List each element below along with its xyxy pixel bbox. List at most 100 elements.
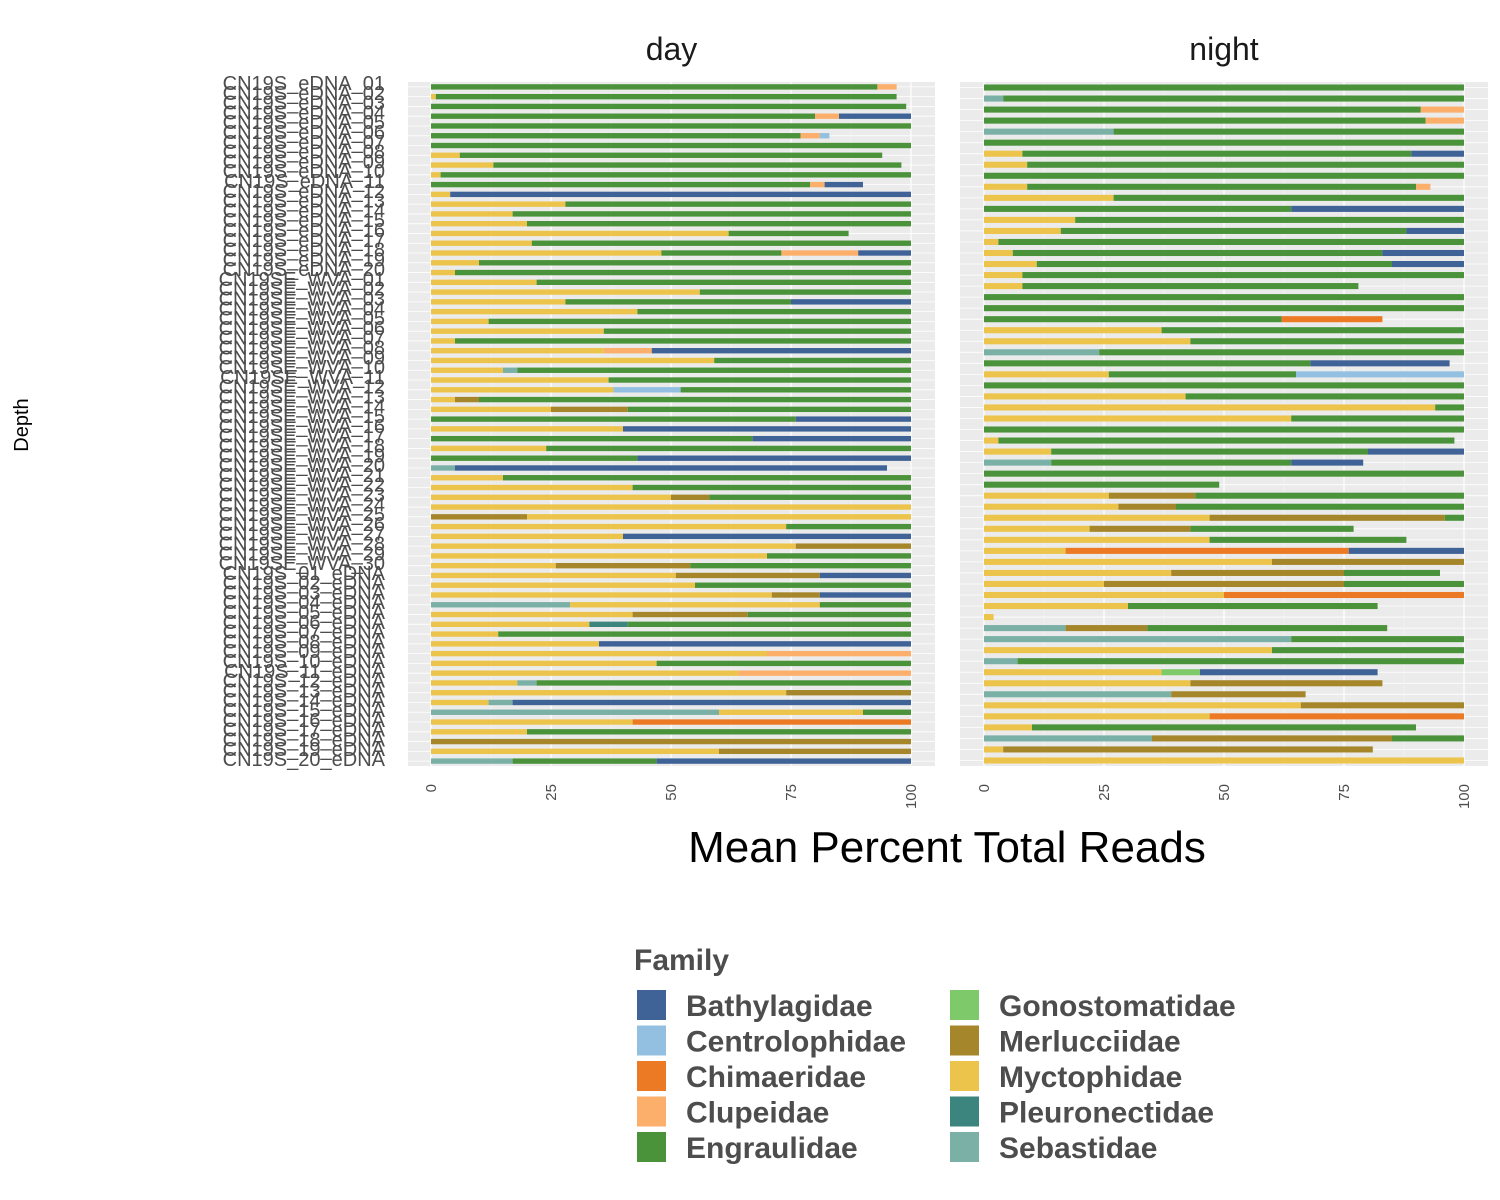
bar-segment-sebastidae	[984, 735, 1152, 742]
bar-segment-engraulidae	[819, 602, 911, 608]
x-tick-label: 50	[1216, 784, 1233, 801]
bar-segment-myctophidae	[984, 602, 1128, 610]
bar-segment-engraulidae	[431, 103, 907, 110]
bar-segment-engraulidae	[517, 367, 911, 373]
bar-segment-merlucciidae	[1089, 525, 1191, 532]
bar-segment-engraulidae	[498, 631, 911, 637]
bar-segment-bathylagidae	[858, 250, 911, 256]
legend-item-pleuronectidae: Pleuronectidae	[950, 1096, 1214, 1130]
bar-segment-sebastidae	[984, 691, 1172, 698]
bar-segment-myctophidae	[431, 611, 633, 618]
y-tick-label: CN19S_eDNA_12	[223, 181, 385, 203]
bar-segment-bathylagidae	[450, 191, 911, 198]
bar-segment-sebastidae	[517, 680, 537, 686]
bar-segment-merlucciidae	[786, 690, 911, 696]
y-tick-label: CN19S_eDNA_19	[223, 249, 385, 271]
bar-segment-engraulidae	[512, 211, 911, 217]
bar-segment-bathylagidae	[512, 699, 911, 706]
bar-segment-myctophidae	[431, 152, 460, 158]
bar-segment-myctophidae	[431, 660, 657, 667]
bar-segment-myctophidae	[431, 484, 633, 491]
bar-segment-engraulidae	[1176, 503, 1464, 510]
bar-segment-engraulidae	[431, 181, 811, 188]
bar-segment-myctophidae	[431, 240, 532, 246]
bar-segment-clupeidae	[738, 670, 911, 676]
bar-segment-merlucciidae	[1171, 691, 1306, 698]
y-tick-label: CN19S_04_eDNA	[223, 592, 386, 614]
bar-segment-engraulidae	[656, 660, 911, 667]
bar-segment-engraulidae	[455, 269, 911, 276]
bar-segment-merlucciidae	[1209, 514, 1445, 521]
y-tick-label: CN19S_eDNA_15	[223, 210, 385, 232]
legend-label: Pleuronectidae	[999, 1097, 1214, 1130]
y-tick-label: CN19SE_WVA_20	[219, 455, 385, 477]
y-tick-label: CN19S_20_eDNA	[223, 749, 386, 771]
y-tick-label: CN19SE_WVA_27	[219, 524, 385, 546]
bar-segment-myctophidae	[431, 475, 503, 481]
bar-segment-myctophidae	[984, 238, 999, 246]
bar-segment-engraulidae	[608, 377, 911, 383]
bar-segment-myctophidae	[431, 650, 767, 657]
bar-segment-myctophidae	[431, 494, 671, 500]
bar-segment-myctophidae	[984, 327, 1162, 334]
bar-segment-engraulidae	[1113, 194, 1464, 201]
legend-item-bathylagidae: Bathylagidae	[637, 990, 873, 1023]
bar-segment-myctophidae	[431, 504, 911, 510]
bar-segment-myctophidae	[984, 437, 999, 444]
bar-segment-sebastidae	[984, 128, 1114, 135]
bar-segment-engraulidae	[546, 445, 911, 452]
bar-segment-myctophidae	[984, 757, 1464, 764]
bar-segment-engraulidae	[1036, 260, 1392, 268]
bar-segment-engraulidae	[984, 84, 1464, 91]
bar-segment-clupeidae	[800, 133, 820, 139]
x-tick-label: 0	[423, 784, 440, 792]
y-tick-label: CN19SE_WVA_13	[219, 387, 385, 409]
bar-segment-myctophidae	[984, 150, 1023, 157]
y-tick-label: CN19S_12_eDNA	[223, 671, 386, 693]
bar-segment-engraulidae	[1022, 150, 1412, 157]
bar-segment-engraulidae	[984, 305, 1464, 312]
bar-segment-merlucciidae	[431, 738, 911, 745]
bar-segment-myctophidae	[431, 211, 513, 217]
bar-segment-myctophidae	[984, 161, 1028, 168]
bar-segment-chimaeridae	[1065, 547, 1349, 554]
bar-segment-engraulidae	[863, 709, 911, 715]
x-tick-label: 75	[1336, 784, 1353, 801]
y-tick-label: CN19S_02_eDNA	[223, 573, 386, 595]
y-tick-label: CN19S_eDNA_06	[223, 122, 385, 144]
bar-segment-bathylagidae	[1368, 448, 1464, 455]
bar-segment-engraulidae	[1190, 525, 1354, 532]
legend-swatch	[637, 1096, 666, 1127]
bar-segment-bathylagidae	[1392, 260, 1464, 268]
bar-segment-myctophidae	[431, 260, 479, 266]
y-tick-label: CN19SE_WVA_29	[219, 543, 385, 565]
bar-segment-sebastidae	[984, 459, 1052, 466]
bar-segment-myctophidae	[431, 328, 604, 334]
bar-segment-engraulidae	[479, 396, 911, 403]
bar-segment-engraulidae	[984, 481, 1220, 488]
y-tick-label: CN19SE_WVA_02	[219, 279, 385, 301]
y-tick-label: CN19S_17_eDNA	[223, 720, 386, 742]
bar-segment-bathylagidae	[1310, 360, 1450, 367]
bar-segment-myctophidae	[984, 569, 1172, 576]
legend-label: Sebastidae	[999, 1132, 1157, 1165]
bar-segment-engraulidae	[984, 205, 1292, 212]
bar-segment-engraulidae	[431, 455, 638, 461]
bar-segment-myctophidae	[431, 250, 662, 256]
legend-label: Bathylagidae	[686, 990, 873, 1023]
bar-segment-merlucciidae	[771, 592, 820, 598]
bar-segment-engraulidae	[1099, 349, 1464, 356]
bar-segment-sebastidae	[984, 625, 1066, 632]
y-tick-label: CN19S_06_eDNA	[223, 612, 386, 634]
bar-segment-clupeidae	[767, 650, 911, 657]
x-tick-label: 75	[783, 784, 800, 801]
bar-segment-myctophidae	[431, 562, 556, 569]
bar-segment-sebastidae	[431, 602, 571, 608]
bar-segment-myctophidae	[431, 191, 451, 198]
y-tick-label: CN19S_10_eDNA	[223, 651, 386, 673]
bar-segment-engraulidae	[431, 123, 911, 129]
y-tick-label: CN19S_16_eDNA	[223, 710, 386, 732]
bar-segment-engraulidae	[998, 238, 1464, 246]
bar-segment-engraulidae	[984, 426, 1464, 433]
bar-segment-myctophidae	[431, 338, 455, 344]
